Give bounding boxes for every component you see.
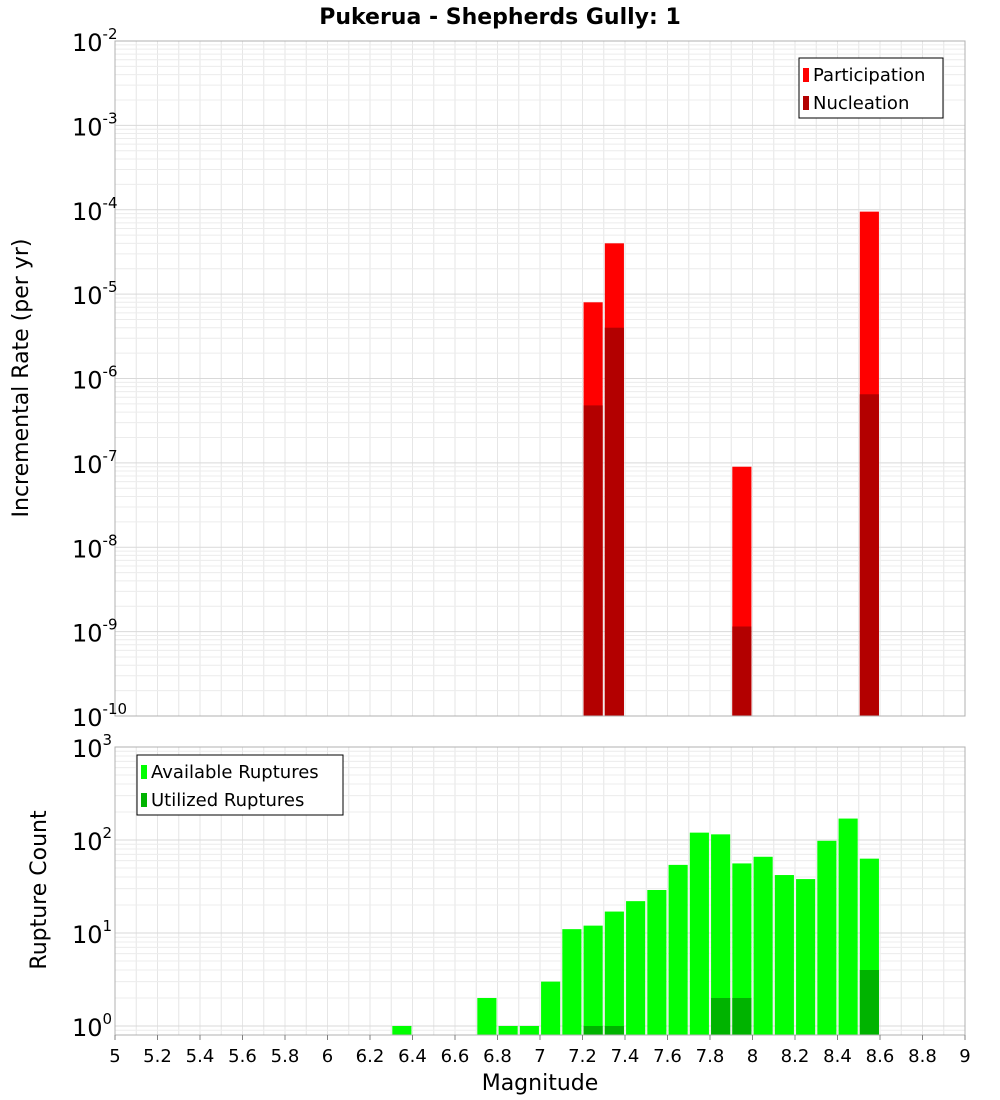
x-tick-label: 7.6 (653, 1046, 682, 1067)
bottom-bar-available-ruptures (604, 911, 624, 1035)
bottom-bar-available-ruptures (796, 879, 816, 1035)
x-axis-label: Magnitude (482, 1071, 599, 1096)
x-tick-label: 7 (534, 1046, 545, 1067)
top-y-tick-label: 10-6 (72, 363, 118, 395)
x-tick-label: 8.6 (866, 1046, 895, 1067)
bottom-y-tick-label: 101 (72, 917, 112, 949)
top-y-axis-label: Incremental Rate (per yr) (9, 239, 34, 518)
bottom-bar-available-ruptures (392, 1025, 412, 1035)
x-tick-label: 6.2 (356, 1046, 385, 1067)
x-tick-label: 6.6 (441, 1046, 470, 1067)
bottom-bar-available-ruptures (668, 864, 688, 1035)
top-legend-box (798, 57, 944, 119)
x-tick-label: 8.2 (781, 1046, 810, 1067)
x-tick-label: 8 (747, 1046, 758, 1067)
x-tick-label: 5.8 (271, 1046, 300, 1067)
bottom-bar-available-ruptures (732, 863, 752, 1035)
x-tick-label: 6 (322, 1046, 333, 1067)
top-legend: Participation Nucleation (798, 57, 944, 119)
bottom-bar-available-ruptures (753, 856, 773, 1035)
top-legend-swatch (803, 68, 809, 82)
x-tick-label: 8.4 (823, 1046, 852, 1067)
bottom-bar-utilized-ruptures (711, 997, 731, 1035)
top-bar-nucleation (732, 626, 752, 716)
top-y-tick-label: 10-4 (72, 194, 118, 226)
x-tick-label: 5.4 (186, 1046, 215, 1067)
top-y-tick-label: 10-10 (72, 700, 127, 732)
bottom-bar-utilized-ruptures (859, 969, 879, 1035)
bottom-bar-available-ruptures (541, 981, 561, 1035)
bottom-bar-available-ruptures (817, 840, 837, 1035)
x-tick-label: 5.2 (143, 1046, 172, 1067)
bottom-y-tick-label: 100 (72, 1010, 112, 1042)
x-tick-label: 7.4 (611, 1046, 640, 1067)
x-tick-label: 7.8 (696, 1046, 725, 1067)
bottom-y-tick-label: 102 (72, 824, 112, 856)
top-y-tick-label: 10-9 (72, 616, 118, 648)
bottom-legend-label: Available Ruptures (151, 762, 319, 783)
x-tick-label: 8.8 (908, 1046, 937, 1067)
bottom-bar-available-ruptures (838, 818, 858, 1035)
x-tick-label: 6.8 (483, 1046, 512, 1067)
top-bar-nucleation (604, 327, 624, 716)
bottom-legend-swatch (141, 793, 147, 807)
bottom-y-axis-label: Rupture Count (27, 810, 52, 970)
bottom-bar-available-ruptures (626, 901, 646, 1035)
bottom-bar-utilized-ruptures (583, 1025, 603, 1035)
bottom-legend-box (136, 754, 344, 816)
top-bar-nucleation (859, 394, 879, 716)
bottom-bar-available-ruptures (774, 875, 794, 1035)
bottom-bar-available-ruptures (711, 834, 731, 1035)
top-legend-swatch (803, 96, 809, 110)
bottom-legend: Available Ruptures Utilized Ruptures (136, 754, 344, 816)
bottom-legend-swatch (141, 765, 147, 779)
x-tick-label: 6.4 (398, 1046, 427, 1067)
top-bar-nucleation (583, 405, 603, 716)
bottom-bar-available-ruptures (519, 1025, 539, 1035)
bottom-bar-available-ruptures (477, 997, 497, 1035)
bottom-bar-utilized-ruptures (604, 1025, 624, 1035)
bottom-bar-available-ruptures (583, 925, 603, 1035)
top-legend-label: Nucleation (813, 93, 909, 114)
x-tick-label: 5.6 (228, 1046, 257, 1067)
top-y-tick-label: 10-5 (72, 278, 118, 310)
top-panel: 10-10 10-9 10-8 10-7 10-6 10-5 10-4 10-3 10-2 Par… (72, 25, 966, 732)
bottom-y-tick-label: 103 (72, 731, 112, 763)
bottom-bar-available-ruptures (647, 889, 667, 1035)
bottom-legend-label: Utilized Ruptures (151, 790, 304, 811)
bottom-panel: 100 101 102 103 Available Ruptures Utilized R… (72, 731, 971, 1067)
x-tick-label: 5 (109, 1046, 120, 1067)
top-y-tick-label: 10-7 (72, 447, 118, 479)
bottom-bar-available-ruptures (562, 929, 582, 1035)
x-tick-label: 9 (959, 1046, 970, 1067)
bottom-bar-available-ruptures (498, 1025, 518, 1035)
bottom-bar-available-ruptures (689, 832, 709, 1035)
x-tick-label: 7.2 (568, 1046, 597, 1067)
top-y-tick-label: 10-8 (72, 531, 118, 563)
chart-title: Pukerua - Shepherds Gully: 1 (319, 5, 681, 30)
top-y-tick-label: 10-2 (72, 25, 118, 57)
top-legend-label: Participation (813, 65, 925, 86)
top-plot-area (114, 40, 966, 717)
top-y-tick-label: 10-3 (72, 109, 118, 141)
bottom-bar-utilized-ruptures (732, 997, 752, 1035)
